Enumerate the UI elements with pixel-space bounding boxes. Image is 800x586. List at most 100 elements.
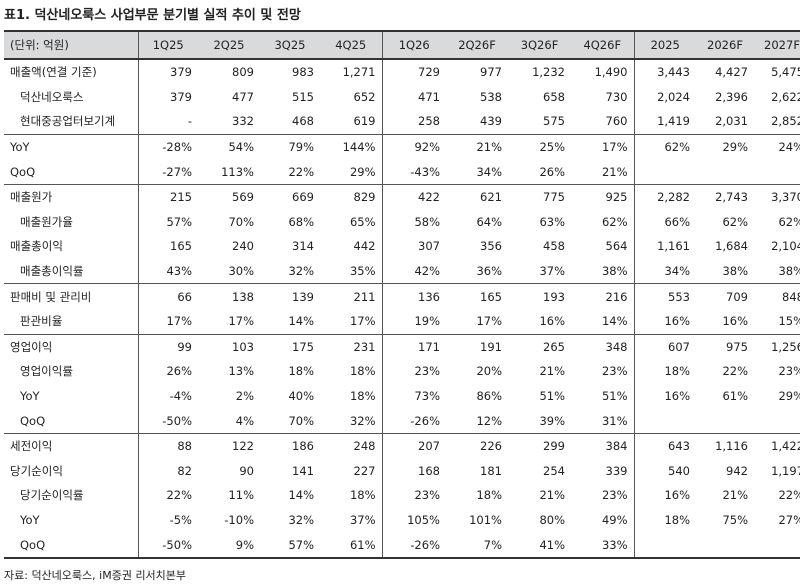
header-col: 1Q26 [381, 30, 446, 60]
row-label: QoQ [4, 532, 138, 559]
cell-value: 2,031 [715, 114, 748, 129]
cell-value: 105% [381, 507, 446, 533]
cell-value: -5% [137, 507, 198, 533]
cell-value: 379 [137, 84, 198, 110]
cell-value: -27% [137, 159, 198, 185]
cell-value: 2,104 [771, 239, 800, 254]
cell-value: 79% [260, 133, 320, 160]
cell-value: 75% [722, 512, 748, 527]
cell-value: 61% [722, 389, 748, 404]
cell-value: 17% [228, 314, 254, 329]
cell-value: 38% [778, 264, 800, 279]
cell-value: 58% [381, 209, 446, 235]
cell-value: 22% [137, 483, 198, 508]
table-row: 매출원가율 57% 70% 68% 65% 58% 64% 63% 62% 66% 62% 62% [4, 209, 800, 235]
cell-value: 36% [476, 264, 502, 279]
cell-value: 471 [381, 84, 446, 110]
cell-value [633, 159, 696, 185]
cell-value: 144% [320, 133, 382, 160]
table-row: 매출원가 215 569 669 829 422 621 775 925 2,282 2,743 3,… [4, 183, 800, 210]
cell-value: 2,396 [715, 89, 748, 104]
table-row: 매출총이익률 43% 30% 32% 35% 42% 36% 37% 38% 34% 38% 38% [4, 258, 800, 284]
cell-value: 442 [353, 239, 376, 254]
header-col: 2027F [754, 30, 800, 60]
cell-value [633, 408, 696, 434]
cell-value: 7% [446, 532, 508, 559]
cell-value: 16% [633, 308, 696, 335]
cell-value [633, 532, 696, 559]
cell-value: 22% [778, 488, 800, 503]
cell-value: 51% [601, 389, 628, 404]
cell-value: 1,684 [715, 239, 748, 254]
cell-value: -43% [381, 159, 446, 185]
cell-value: 51% [539, 389, 565, 404]
cell-value: 165 [137, 234, 198, 259]
cell-value: 553 [633, 283, 696, 309]
table-row: 판관비율 17% 17% 14% 17% 19% 17% 16% 14% 16% 16% 15% [4, 308, 800, 335]
cell-value: 356 [480, 239, 502, 254]
cell-value: 643 [633, 432, 696, 459]
cell-value: 730 [605, 89, 628, 104]
cell-value: 139 [260, 283, 320, 309]
cell-value: 66 [137, 283, 198, 309]
cell-value: 3,443 [633, 59, 696, 85]
cell-value: 14% [288, 314, 314, 329]
cell-value [754, 532, 800, 559]
cell-value: 709 [696, 283, 754, 309]
cell-value: 29% [349, 164, 376, 179]
cell-value: 80% [539, 512, 565, 527]
cell-value: 66% [633, 209, 696, 235]
cell-value: 809 [232, 65, 254, 80]
cell-value: 19% [381, 308, 446, 335]
row-label: 현대중공업터보기계 [20, 114, 116, 129]
cell-value: 22% [722, 364, 748, 379]
cell-value: 207 [381, 432, 446, 459]
cell-value: 17% [571, 133, 634, 160]
cell-value: 70% [228, 214, 254, 229]
cell-value: 669 [260, 183, 320, 210]
table-title: 표1. 덕산네오룩스 사업부문 분기별 실적 추이 및 전망 [4, 8, 301, 23]
cell-value: 65% [349, 214, 376, 229]
table-row: 매출총이익 165 240 314 442 307 356 458 564 1,161 1,684 2… [4, 234, 800, 259]
cell-value: 29% [696, 133, 754, 160]
cell-value: 619 [353, 114, 376, 129]
cell-value: 760 [605, 114, 628, 129]
cell-value: 82 [137, 458, 198, 484]
cell-value: 193 [508, 283, 571, 309]
table-row: YoY -4% 2% 40% 18% 73% 86% 51% 51% 16% 61% 29% [4, 383, 800, 409]
cell-value: 64% [476, 214, 502, 229]
row-label: 영업이익 [4, 333, 138, 360]
table-row: 현대중공업터보기계 - 332 468 619 258 439 575 760 1,419 2,03… [4, 109, 800, 135]
cell-value: 103 [198, 333, 260, 360]
cell-value: 540 [633, 458, 696, 484]
cell-value: 171 [381, 333, 446, 360]
row-label: 세전이익 [4, 432, 138, 459]
source-note: 자료: 덕산네오룩스, iM증권 리서치본부 [4, 569, 187, 582]
cell-value: 16% [539, 314, 565, 329]
cell-value: 4% [235, 413, 254, 428]
cell-value: 422 [381, 183, 446, 210]
cell-value: 22% [288, 164, 314, 179]
cell-value: 138 [198, 283, 260, 309]
cell-value: 39% [539, 413, 565, 428]
cell-value: 175 [260, 333, 320, 360]
cell-value: 2,282 [633, 183, 696, 210]
cell-value: 90 [239, 463, 254, 478]
cell-value: 314 [292, 239, 314, 254]
cell-value: -26% [381, 532, 446, 559]
cell-value: 1,116 [696, 432, 754, 459]
cell-value: 1,197 [771, 463, 800, 478]
cell-value: 88 [137, 432, 198, 459]
row-label: QoQ [20, 413, 46, 428]
cell-value: 30% [228, 264, 254, 279]
cell-value: 942 [726, 463, 748, 478]
cell-value: 258 [381, 109, 446, 135]
cell-value: 11% [228, 488, 254, 503]
cell-value: 61% [320, 532, 382, 559]
cell-value: 621 [446, 183, 508, 210]
row-label: QoQ [10, 164, 36, 179]
row-label: 매출원가율 [20, 214, 73, 229]
cell-value: 15% [778, 314, 800, 329]
cell-value: 339 [605, 463, 628, 478]
cell-value [754, 408, 800, 433]
